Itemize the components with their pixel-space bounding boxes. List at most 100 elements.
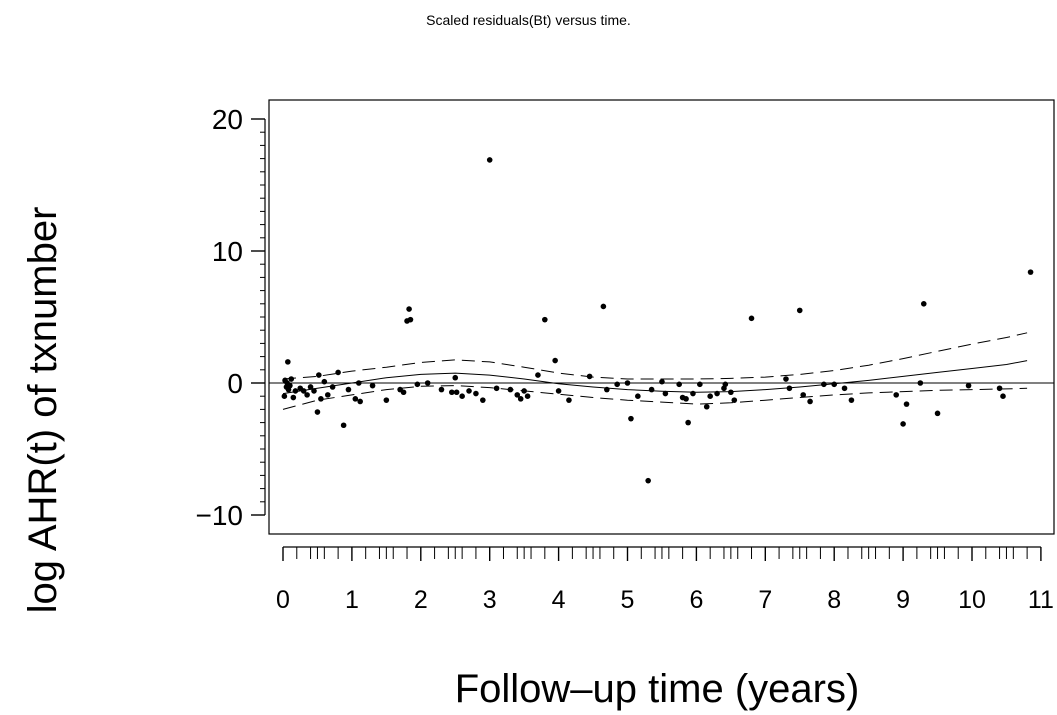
data-point [407,316,414,323]
x-tick-label: 1 [345,586,359,614]
data-point [329,384,336,390]
y-axis-label: log AHR(t) of txnumber [21,207,65,614]
data-point [304,392,310,398]
data-point [383,397,390,403]
data-point [722,381,729,388]
x-axis-label: Follow–up time (years) [455,667,860,711]
confidence-band-line [282,385,1028,410]
x-tick-label: 10 [958,586,986,614]
data-point [635,393,641,400]
data-point [807,398,813,405]
data-point [903,401,910,407]
data-point [586,373,593,380]
data-point [731,397,738,403]
data-point [600,303,607,310]
x-tick-label: 8 [827,586,841,614]
data-point [369,382,376,389]
x-tick-label: 5 [621,586,635,614]
data-point [934,410,941,417]
x-tick-label: 9 [896,586,910,614]
data-point [311,388,317,394]
data-point [1000,393,1006,400]
x-tick-label: 4 [552,586,566,614]
data-point [831,381,837,388]
data-point [507,386,514,393]
data-point [314,409,321,415]
data-point [796,307,803,314]
data-point [517,396,524,402]
plot-frame [268,99,1055,535]
data-point [786,385,793,392]
data-point [318,396,324,402]
data-point [438,386,445,393]
data-point [748,315,755,322]
data-point [288,376,295,382]
smoothed-fit-line [282,360,1028,395]
data-point [281,393,288,400]
data-point [1027,269,1034,275]
data-point [645,477,651,484]
data-point [449,389,455,396]
data-point [285,359,291,365]
data-point [841,385,848,392]
data-point [965,382,972,389]
chart-title: Scaled residuals(Bt) versus time. [426,12,631,28]
data-point [604,386,610,393]
data-point [292,388,299,394]
data-point [676,381,682,388]
data-point [614,381,620,388]
x-tick-label: 3 [483,586,497,614]
data-point [335,369,341,376]
data-point [521,388,527,394]
x-tick-label: 6 [689,586,703,614]
data-point [783,376,789,382]
data-point [566,397,572,403]
y-tick-label: 0 [227,368,243,399]
data-point [400,389,407,396]
data-point [555,388,562,394]
data-point [290,394,297,401]
data-point [662,390,669,397]
x-tick-label: 7 [758,586,772,614]
data-point [300,388,307,394]
data-point [821,381,827,388]
data-point [707,393,713,400]
data-point [683,396,689,402]
data-point [480,397,486,403]
data-point [486,157,493,163]
data-point [352,396,359,402]
y-tick-label: 20 [212,104,243,135]
data-point [893,392,900,398]
data-point [552,357,558,364]
data-point [287,382,293,389]
data-point [697,381,703,388]
data-point [900,421,906,427]
data-point [473,390,479,397]
data-point [996,385,1003,392]
data-point [659,378,665,385]
data-point [357,398,363,405]
data-point [524,393,531,400]
data-point [648,386,655,393]
data-point [424,380,431,386]
data-point [453,389,460,396]
data-point [728,389,734,396]
x-tick-label: 2 [414,586,428,614]
data-point [628,415,634,422]
data-point [514,392,521,398]
data-point [406,306,412,312]
data-point [535,372,541,378]
x-tick-label: 11 [1028,586,1054,614]
data-point [703,403,710,410]
data-point [321,378,328,385]
data-point [848,397,855,403]
y-tick-label: 10 [212,236,243,267]
data-point [307,384,314,390]
data-point [414,381,421,388]
data-point [459,393,465,400]
x-tick-label: 0 [276,586,290,614]
data-point [452,374,459,381]
data-point [340,422,347,429]
data-point [466,388,472,394]
